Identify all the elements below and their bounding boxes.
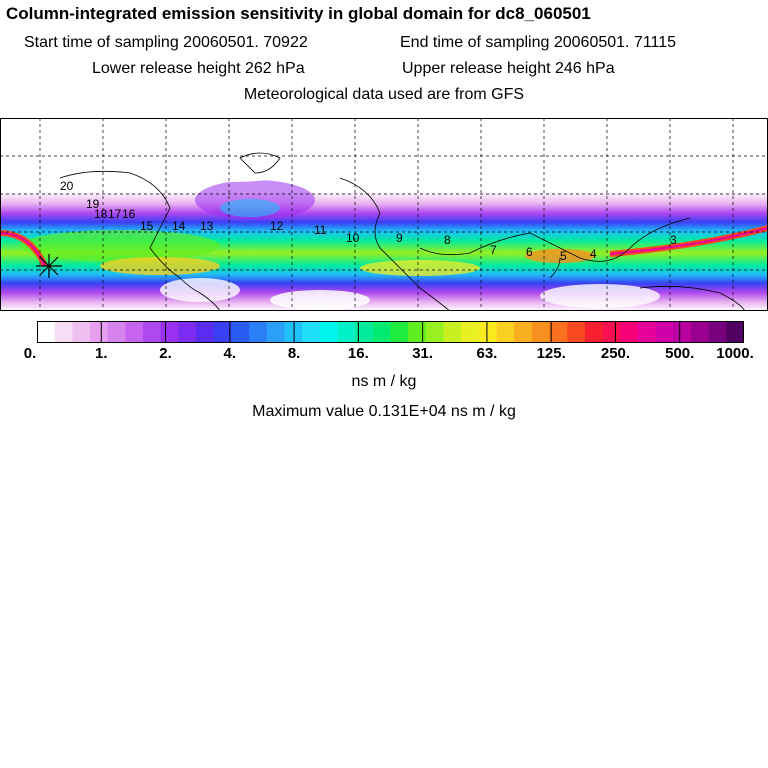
colorbar — [37, 321, 744, 343]
colorbar-cell — [178, 321, 197, 343]
white-gap-indian — [540, 284, 660, 308]
yellow-core-americas — [100, 257, 220, 275]
colorbar-label: 31. — [412, 345, 434, 362]
colorbar-cell — [160, 321, 179, 343]
white-gap-north — [170, 162, 290, 182]
colorbar-cell — [584, 321, 604, 343]
trajectory-day-label: 5 — [560, 249, 567, 263]
colorbar-label: 4. — [223, 345, 237, 362]
lower-release-height: Lower release height 262 hPa — [92, 60, 305, 77]
white-gap-south-atlantic — [270, 290, 370, 310]
trajectory-day-label: 18 — [94, 207, 108, 221]
colorbar-cell — [37, 321, 56, 343]
colorbar-cell — [567, 321, 586, 343]
colorbar-cell — [496, 321, 515, 343]
trajectory-day-label: 19 — [86, 197, 100, 211]
upper-atlantic-core — [220, 199, 280, 217]
lat-lon-grid — [0, 118, 768, 311]
trajectory-day-label: 3 — [670, 233, 677, 247]
colorbar-cell — [620, 321, 639, 343]
colorbar-cell — [90, 321, 109, 343]
trajectory-day-label: 4 — [590, 247, 597, 261]
colorbar-cell — [284, 321, 303, 343]
trajectory-day-label: 13 — [200, 219, 214, 233]
upper-release-height: Upper release height 246 hPa — [402, 60, 615, 77]
colorbar-cell — [231, 321, 250, 343]
trajectory-day-label: 9 — [396, 231, 403, 245]
trajectory-day-label: 20 — [60, 179, 74, 193]
plot-title: Column-integrated emission sensitivity i… — [6, 4, 591, 23]
colorbar-units: ns m / kg — [351, 373, 417, 390]
trajectory-day-label: 7 — [490, 243, 497, 257]
maximum-value-note: Maximum value 0.131E+04 ns m / kg — [252, 403, 516, 420]
colorbar-label: 0. — [23, 345, 37, 362]
colorbar-label: 250. — [600, 345, 631, 362]
sampling-end-time: End time of sampling 20060501. 71115 — [400, 34, 677, 51]
trajectory-day-label: 12 — [270, 219, 284, 233]
colorbar-cell — [249, 321, 268, 343]
pacific-green-core — [20, 230, 220, 262]
colorbar-label: 1. — [95, 345, 108, 362]
meteorological-data-note: Meteorological data used are from GFS — [243, 86, 525, 103]
yellow-core-atlantic — [360, 260, 480, 276]
release-point-star — [36, 254, 62, 278]
colorbar-label: 125. — [536, 345, 566, 362]
colorbar-cell — [443, 321, 462, 343]
colorbar-cell — [408, 321, 427, 343]
trajectory-day-label: 8 — [444, 233, 451, 247]
colorbar-cell — [655, 321, 674, 343]
trajectory-day-label: 15 — [140, 219, 154, 233]
trajectory-day-label: 11 — [314, 223, 327, 237]
colorbar-cell — [461, 321, 480, 343]
colorbar-cell — [213, 321, 232, 343]
trajectory-day-label: 6 — [526, 245, 533, 259]
colorbar-cell — [72, 321, 91, 343]
colorbar-cell — [196, 321, 215, 343]
colorbar-cell — [637, 321, 657, 343]
colorbar-cell — [690, 321, 710, 343]
colorbar-cell — [319, 321, 338, 343]
colorbar-cell — [602, 321, 621, 343]
colorbar-cell — [549, 321, 568, 343]
trajectory-day-label: 14 — [172, 219, 186, 233]
colorbar-cell — [726, 321, 744, 343]
colorbar-cell — [266, 321, 285, 343]
colorbar-cell — [107, 321, 126, 343]
colorbar-label: 8. — [287, 345, 301, 362]
colorbar-cell — [425, 321, 445, 343]
colorbar-label: 1000. — [716, 345, 754, 362]
colorbar-cell — [531, 321, 551, 343]
colorbar-label: 16. — [347, 345, 369, 362]
colorbar-cell — [143, 321, 162, 343]
colorbar-label: 500. — [665, 345, 695, 362]
trajectory-day-label: 17 — [108, 207, 122, 221]
trajectory-day-label: 10 — [346, 231, 360, 245]
colorbar-label: 63. — [476, 345, 498, 362]
orange-core-asia — [525, 249, 595, 263]
colorbar-cell — [302, 321, 321, 343]
sampling-start-time: Start time of sampling 20060501. 70922 — [24, 34, 308, 51]
colorbar-cell — [337, 321, 356, 343]
colorbar-cell — [390, 321, 409, 343]
colorbar-cell — [478, 321, 498, 343]
trajectory-day-label: 16 — [122, 207, 136, 221]
colorbar-cell — [355, 321, 374, 343]
colorbar-cell — [673, 321, 692, 343]
coastlines — [59, 152, 746, 311]
white-gap-america — [160, 278, 240, 302]
colorbar-cell — [54, 321, 73, 343]
colorbar-cell — [372, 321, 391, 343]
colorbar-cell — [708, 321, 727, 343]
colorbar-cell — [125, 321, 144, 343]
colorbar-label: 2. — [159, 345, 172, 362]
colorbar-cell — [514, 321, 533, 343]
